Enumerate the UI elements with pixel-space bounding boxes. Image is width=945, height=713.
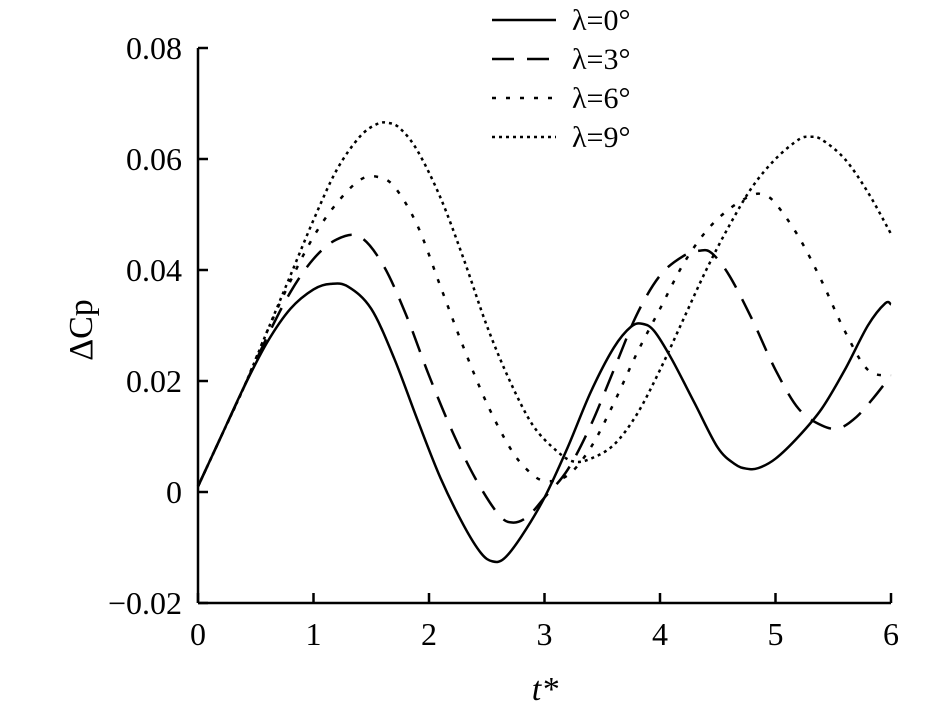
y-tick-label: 0 — [166, 474, 182, 510]
x-tick-label: 1 — [306, 616, 322, 652]
x-tick-label: 5 — [768, 616, 784, 652]
legend-label-3: λ=6° — [572, 82, 630, 115]
legend-label-4: λ=9° — [572, 121, 630, 154]
series-group — [196, 121, 893, 564]
series-line-3 — [196, 174, 892, 487]
x-tick-label: 2 — [421, 616, 437, 652]
legend-label-1: λ=0° — [572, 4, 630, 37]
legend: λ=0° λ=3° λ=6° λ=9° — [492, 4, 630, 154]
y-tick-label: −0.02 — [108, 585, 182, 621]
x-ticks: 0 1 2 3 4 5 6 — [190, 593, 899, 652]
legend-label-2: λ=3° — [572, 43, 630, 76]
x-tick-label: 0 — [190, 616, 206, 652]
x-tick-label: 3 — [537, 616, 553, 652]
x-tick-label: 6 — [883, 616, 899, 652]
y-tick-label: 0.02 — [126, 363, 182, 399]
y-tick-label: 0.06 — [126, 141, 182, 177]
y-axis-label: ΔCp — [63, 299, 100, 361]
y-tick-label: 0.04 — [126, 252, 182, 288]
y-ticks: −0.02 0 0.02 0.04 0.06 0.08 — [108, 30, 208, 621]
series-line-1 — [196, 282, 892, 564]
series-line-2 — [196, 233, 892, 524]
axes — [196, 48, 891, 605]
x-axis-label: t* — [532, 671, 558, 708]
series-line-4 — [196, 121, 893, 487]
y-tick-label: 0.08 — [126, 30, 182, 66]
x-tick-label: 4 — [652, 616, 668, 652]
